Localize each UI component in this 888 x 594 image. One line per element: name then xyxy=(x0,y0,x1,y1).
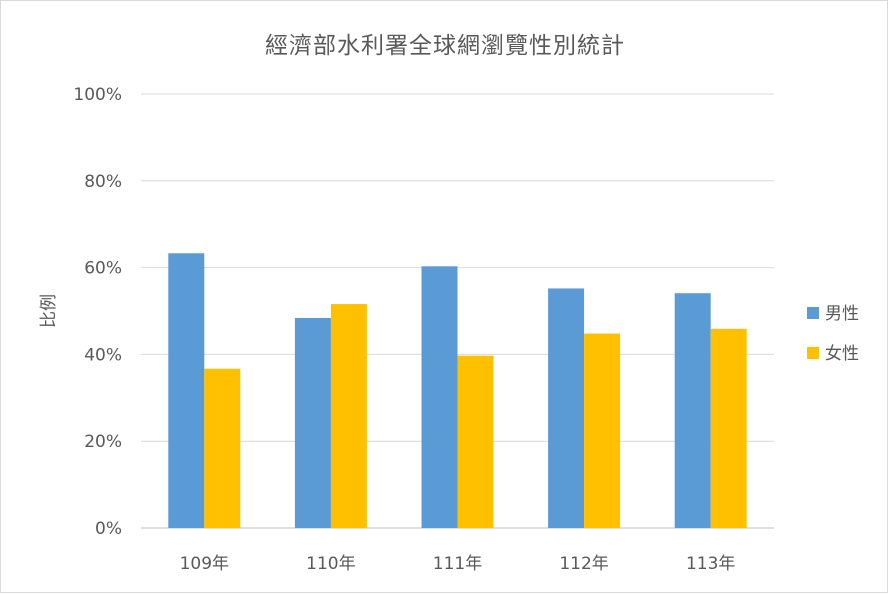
y-tick-label: 100% xyxy=(73,85,122,105)
bar-male xyxy=(674,293,711,528)
bar-female xyxy=(204,368,241,528)
bar-male xyxy=(168,253,205,528)
bar-female xyxy=(710,328,747,528)
bar-female xyxy=(330,304,367,528)
bar-female xyxy=(457,355,494,528)
y-axis-ticks: 0% 20% 40% 60% 80% 100% xyxy=(73,85,122,539)
y-tick-label: 80% xyxy=(84,172,122,192)
legend-swatch xyxy=(807,347,819,359)
y-tick-label: 60% xyxy=(84,259,122,279)
chart-title: 經濟部水利署全球網瀏覽性別統計 xyxy=(265,33,625,59)
y-tick-label: 40% xyxy=(84,345,122,365)
bar-male xyxy=(421,266,458,528)
bar-female xyxy=(584,333,621,528)
y-tick-label: 0% xyxy=(95,519,122,539)
x-tick-label: 110年 xyxy=(306,554,355,574)
bar-male xyxy=(294,317,331,528)
x-tick-label: 112年 xyxy=(559,554,608,574)
x-tick-label: 111年 xyxy=(433,554,482,574)
legend-swatch xyxy=(807,307,819,319)
x-axis-ticks: 109年 110年 111年 112年 113年 xyxy=(180,554,736,574)
legend-label: 男性 xyxy=(825,304,859,324)
x-tick-label: 113年 xyxy=(686,554,735,574)
legend-label: 女性 xyxy=(825,344,859,364)
bar-male xyxy=(548,288,585,528)
y-tick-label: 20% xyxy=(84,432,122,452)
bars xyxy=(168,253,747,528)
y-axis-label: 比例 xyxy=(39,294,59,328)
x-tick-label: 109年 xyxy=(180,554,229,574)
